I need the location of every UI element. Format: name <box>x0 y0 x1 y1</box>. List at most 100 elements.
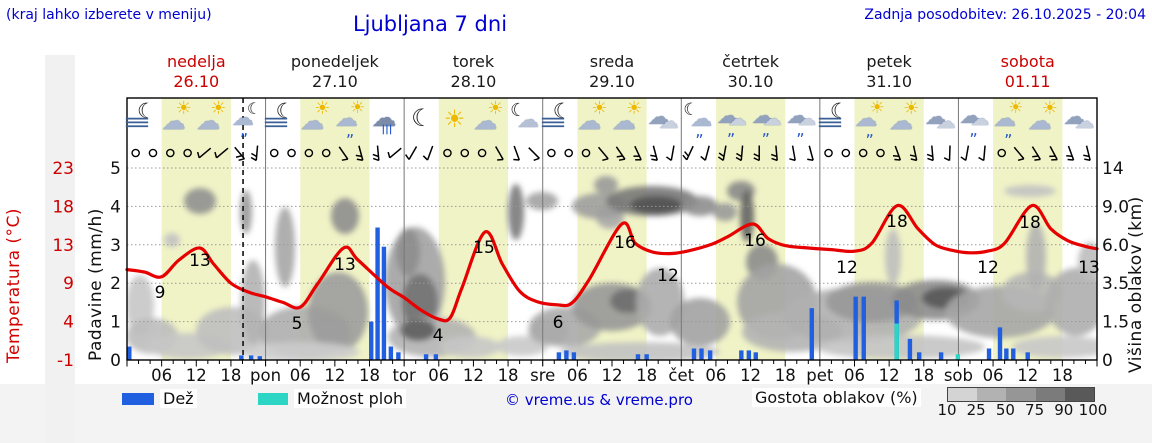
rain-bar <box>809 308 814 360</box>
sun-icon: ☀ <box>439 99 474 141</box>
day-header: ponedeljek 27.10 <box>226 52 445 92</box>
temp-axis-tick: -1 <box>57 351 74 371</box>
cloud-blob <box>1004 185 1056 197</box>
cloud-blob <box>240 190 252 234</box>
wind-barb-icon <box>528 147 540 162</box>
icon-glyph: ☁ <box>473 107 498 135</box>
day-abbr-label: tor <box>392 366 416 385</box>
wind-barb-icon <box>1049 146 1058 161</box>
day-date: 01.11 <box>1004 72 1051 91</box>
wind-barb-icon <box>892 145 902 161</box>
precipitation-bars <box>127 227 1030 360</box>
rain-bar <box>396 352 401 360</box>
icon-glyph: ☁ <box>889 107 914 135</box>
calm-wind-icon <box>997 148 1007 158</box>
density-scale-segment <box>948 388 978 401</box>
icon-glyph: ☾ <box>137 99 156 123</box>
temp-value-label: 12 <box>836 258 858 278</box>
cloud-height-axis-title: Višina oblakov (km) <box>1126 196 1146 374</box>
icon-glyph: ≡ <box>121 110 152 134</box>
cloud-blob <box>331 198 359 234</box>
wind-barb-icon <box>250 145 259 162</box>
icon-glyph: ☁ <box>371 103 397 132</box>
icon-glyph: ☁ <box>797 108 817 130</box>
icon-glyph: ☾ <box>683 100 699 120</box>
calm-wind-icon <box>564 148 573 158</box>
icon-glyph: ☁ <box>854 106 878 132</box>
temp-value-label: 13 <box>189 251 211 271</box>
temp-axis-tick: 9 <box>63 274 74 294</box>
icon-glyph: ☾ <box>552 99 572 123</box>
cloud-blob <box>508 184 524 240</box>
cloud-blob <box>885 229 901 285</box>
icon-glyph: ≡ <box>814 110 845 134</box>
time-label: 06 <box>428 366 449 385</box>
shower-legend-label: Možnost ploh <box>294 389 407 408</box>
sun-cloud-icon: ☀ ☁ <box>577 99 612 141</box>
icon-glyph: ☁ <box>231 106 254 131</box>
density-scale-segment <box>977 388 1007 401</box>
time-label: 06 <box>983 366 1004 385</box>
time-label: 18 <box>359 366 380 385</box>
copyright-link[interactable]: © vreme.us & vreme.pro <box>505 391 693 409</box>
moon-icon: ☾ <box>404 99 439 141</box>
temp-axis-tick: 4 <box>63 313 74 333</box>
rain-bar <box>369 321 374 360</box>
day-header: torek 28.10 <box>364 52 583 92</box>
icon-glyph: ☁ <box>196 107 221 135</box>
sun-cloud-icon: ☀ ☁ <box>612 99 647 141</box>
rain-bar <box>853 296 858 360</box>
icon-glyph: ☾ <box>275 99 295 123</box>
day-date: 27.10 <box>311 72 358 91</box>
day-header: nedelja 26.10 <box>87 52 306 92</box>
icon-glyph: „ <box>239 120 249 139</box>
day-abbr-label: čet <box>668 366 694 385</box>
rain-bar <box>753 352 758 360</box>
wind-barb-icon <box>355 145 364 161</box>
cloud-density-label: Gostota oblakov (%) <box>752 388 921 407</box>
time-label: 12 <box>1017 366 1038 385</box>
day-abbr-label: sre <box>530 366 555 385</box>
icon-glyph: „ <box>796 120 805 139</box>
wind-barb-icon <box>1066 145 1075 161</box>
wind-barb-icon <box>404 146 418 160</box>
temp-axis-tick: 13 <box>52 236 74 256</box>
rain-bar <box>707 350 713 360</box>
icon-glyph: ☀ <box>1041 98 1058 119</box>
rain-bar <box>433 354 439 360</box>
icon-glyph: ☁ <box>300 107 325 135</box>
temp-value-label: 16 <box>744 231 766 251</box>
rain-bar <box>381 246 387 360</box>
sun-cloud-drizzle-icon: ☀ ☁ „ <box>855 99 890 141</box>
page-title: Ljubljana 7 dni <box>352 12 508 36</box>
icon-glyph: „ <box>969 120 978 139</box>
sun-cloud-icon: ☀ ☁ <box>162 99 197 141</box>
icon-glyph: ☁ <box>727 108 747 130</box>
icon-glyph: ☁ <box>993 106 1017 132</box>
calm-wind-icon <box>304 148 314 158</box>
temp-value-label: 16 <box>614 233 636 253</box>
sun-cloud-icon: ☀ ☁ <box>1028 99 1063 141</box>
day-date: 30.10 <box>727 72 774 91</box>
wind-barb-icon <box>372 145 380 162</box>
icon-glyph: „ <box>345 121 355 140</box>
rain-bar <box>938 352 944 360</box>
moon-fog-icon: ☾ ≡ <box>260 99 301 141</box>
icon-glyph: ☁ <box>1074 109 1095 133</box>
wind-barb-icon <box>597 146 609 162</box>
wind-barb-icon <box>943 145 951 162</box>
rain-bar <box>699 348 704 360</box>
wind-barb-icon <box>234 146 245 162</box>
time-label: 06 <box>844 366 865 385</box>
density-tick-label: 10 <box>937 401 957 419</box>
wind-barb-icon <box>633 145 642 161</box>
rain-bar <box>248 355 254 360</box>
precip-axis-tick: 3 <box>110 236 121 256</box>
icon-glyph: „ <box>695 121 704 140</box>
cloud-blob <box>1046 268 1097 336</box>
wind-barb-icon <box>717 145 727 162</box>
rain-bar <box>916 352 922 360</box>
rain-bar <box>997 327 1003 360</box>
